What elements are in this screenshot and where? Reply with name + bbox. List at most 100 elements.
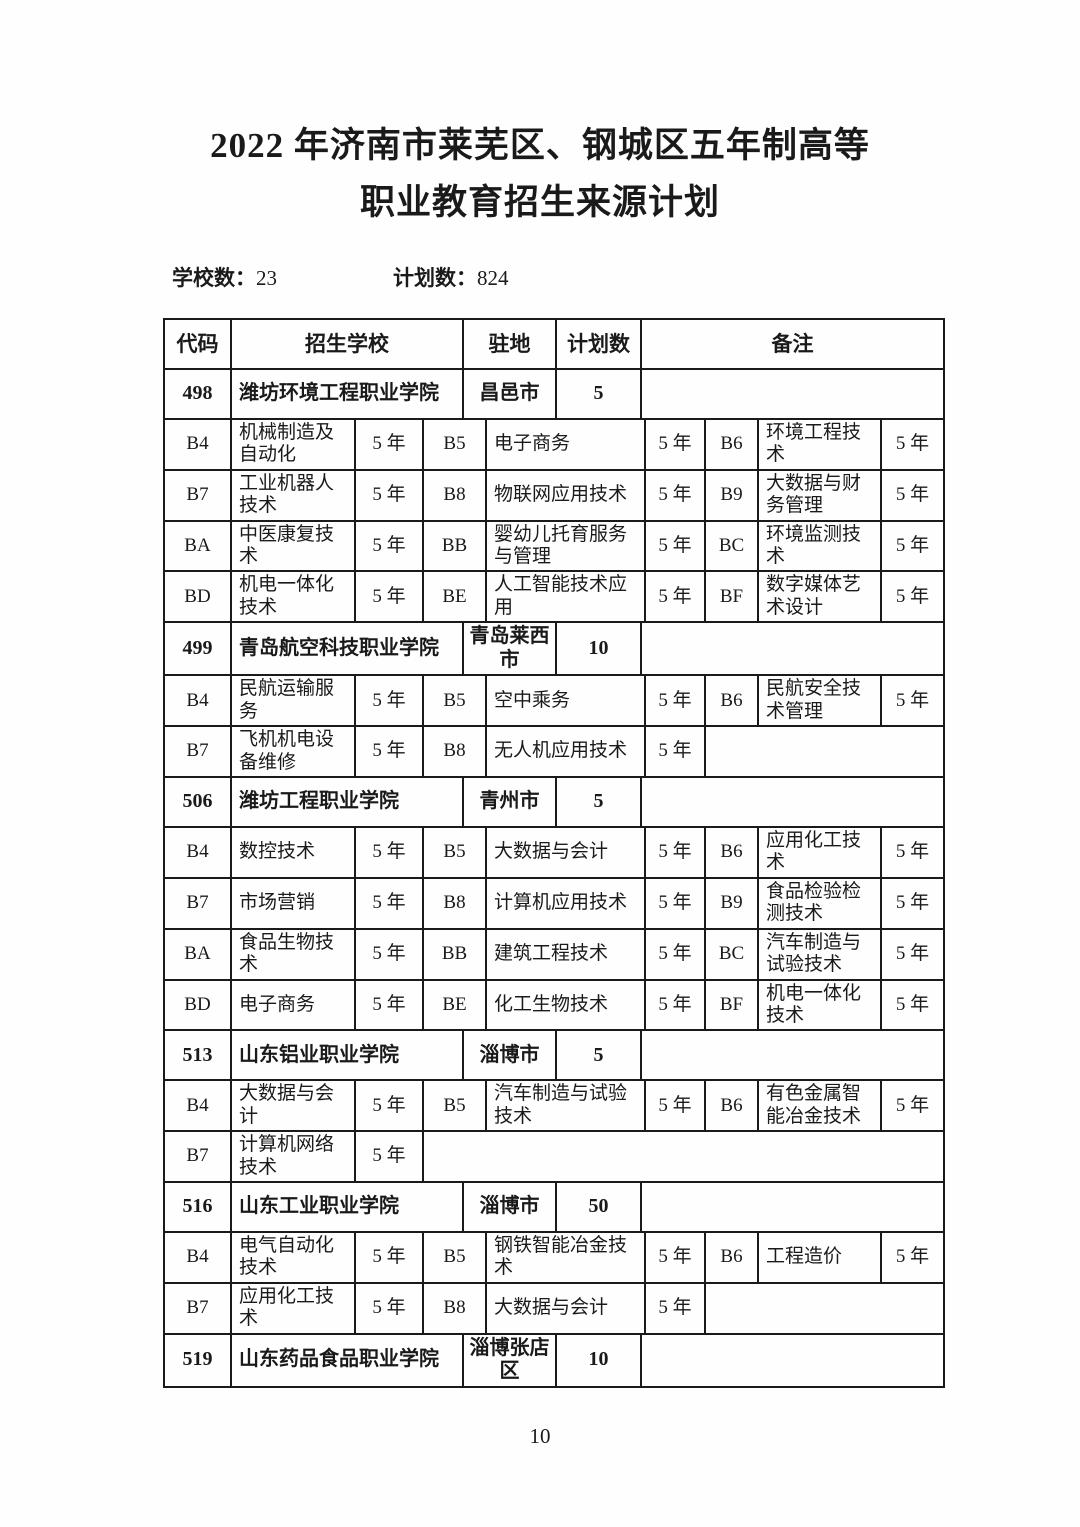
schools-count-label: 学校数： [172,266,256,290]
major-years-cell: 5 年 [644,1232,704,1282]
school-row: 516 山东工业职业学院 淄博市 50 [165,1180,943,1231]
major-code-cell: B7 [186,892,209,914]
summary-row: 学校数：23 计划数：824 [172,266,509,291]
empty-cell [704,1283,943,1333]
major-years-cell: 5 年 [880,470,943,520]
school-name-cell: 潍坊工程职业学院 [230,778,462,827]
major-row: B7 工业机器人技术 5 年 B8 物联网应用技术 5 年 B9 大数据与财务管理 5 年 [165,468,943,520]
major-code-cell: B8 [422,1283,485,1333]
school-name-cell: 潍坊环境工程职业学院 [230,370,462,418]
major-name-cell: 钢铁智能冶金技术 [485,1232,644,1282]
major-years-cell: 5 年 [644,470,704,520]
school-name-cell: 山东铝业职业学院 [230,1031,462,1080]
major-code-cell: B6 [704,1232,757,1282]
major-code-cell: B5 [422,828,485,877]
major-name-cell: 有色金属智能冶金技术 [757,1081,880,1131]
remark-cell [640,1031,943,1080]
major-code-cell: B9 [704,470,757,520]
major-row: B4 机械制造及自动化 5 年 B5 电子商务 5 年 B6 环境工程技术 5 年 [165,418,943,469]
major-row: B7 应用化工技术 5 年 B8 大数据与会计 5 年 [165,1281,943,1333]
major-row: B7 飞机机电设备维修 5 年 B8 无人机应用技术 5 年 [165,725,943,777]
page-title-line1: 2022 年济南市莱芜区、钢城区五年制高等 [210,126,870,165]
major-name-cell: 化工生物技术 [485,980,644,1030]
major-years-cell: 5 年 [354,878,422,928]
major-name-cell: 计算机网络技术 [230,1132,354,1181]
major-code-cell: BA [184,942,211,964]
major-code-cell: BD [184,585,211,607]
column-header: 代码 [176,331,219,356]
major-years-cell: 5 年 [880,1081,943,1131]
major-code-cell: B6 [704,1081,757,1131]
major-name-cell: 食品检验检测技术 [757,878,880,928]
major-name-cell: 汽车制造与试验技术 [757,929,880,979]
major-code-cell: BF [704,572,757,622]
major-code-cell: BE [422,572,485,622]
major-name-cell: 飞机机电设备维修 [230,727,354,777]
major-years-cell: 5 年 [354,1283,422,1333]
remark-cell [640,370,943,418]
location-cell: 昌邑市 [462,370,555,418]
major-row: BA 食品生物技术 5 年 BB 建筑工程技术 5 年 BC 汽车制造与试验技术 5 年 [165,927,943,979]
major-code-cell: BC [704,521,757,571]
major-name-cell: 数控技术 [230,828,354,877]
plan-count-cell: 5 [555,370,640,418]
major-row: B7 计算机网络技术 5 年 [165,1130,943,1181]
major-name-cell: 空中乘务 [485,676,644,726]
major-years-cell: 5 年 [880,1232,943,1282]
major-years-cell: 5 年 [644,980,704,1030]
major-name-cell: 电气自动化技术 [230,1232,354,1282]
major-years-cell: 5 年 [644,572,704,622]
major-code-cell: B7 [186,484,209,506]
major-row: B4 数控技术 5 年 B5 大数据与会计 5 年 B6 应用化工技术 5 年 [165,826,943,877]
major-years-cell: 5 年 [644,420,704,469]
major-name-cell: 机电一体化技术 [757,980,880,1030]
major-code-cell: B5 [422,1081,485,1131]
school-row: 498 潍坊环境工程职业学院 昌邑市 5 [165,368,943,418]
major-code-cell: BA [184,534,211,556]
major-code-cell: B5 [422,676,485,726]
school-code-cell: 516 [182,1195,213,1218]
major-years-cell: 5 年 [354,572,422,622]
major-code-cell: B4 [186,1094,209,1116]
major-name-cell: 大数据与会计 [485,1283,644,1333]
major-name-cell: 建筑工程技术 [485,929,644,979]
major-name-cell: 民航安全技术管理 [757,676,880,726]
major-code-cell: B6 [704,828,757,877]
major-name-cell: 大数据与财务管理 [757,470,880,520]
major-name-cell: 数字媒体艺术设计 [757,572,880,622]
major-code-cell: BD [184,993,211,1015]
major-years-cell: 5 年 [880,521,943,571]
major-code-cell: B7 [186,740,209,762]
major-row: B7 市场营销 5 年 B8 计算机应用技术 5 年 B9 食品检验检测技术 5 年 [165,876,943,928]
location-cell: 青州市 [462,778,555,827]
school-row: 506 潍坊工程职业学院 青州市 5 [165,776,943,827]
major-name-cell: 环境监测技术 [757,521,880,571]
plan-count-cell: 5 [555,778,640,827]
major-name-cell: 民航运输服务 [230,676,354,726]
school-code-cell: 506 [182,790,213,813]
major-code-cell: B8 [422,727,485,777]
major-name-cell: 电子商务 [485,420,644,469]
school-row: 513 山东铝业职业学院 淄博市 5 [165,1029,943,1080]
schools-count: 学校数：23 [172,266,277,290]
major-years-cell: 5 年 [354,676,422,726]
major-years-cell: 5 年 [880,929,943,979]
major-years-cell: 5 年 [644,929,704,979]
column-header: 招生学校 [230,320,462,368]
page-title-line2: 职业教育招生来源计划 [359,182,720,222]
plan-count-cell: 10 [555,1334,640,1386]
major-row: B4 民航运输服务 5 年 B5 空中乘务 5 年 B6 民航安全技术管理 5 年 [165,674,943,726]
major-code-cell: B4 [186,433,209,455]
major-years-cell: 5 年 [880,980,943,1030]
major-code-cell: B6 [704,420,757,469]
school-code-cell: 519 [182,1348,213,1371]
major-name-cell: 工业机器人技术 [230,470,354,520]
major-code-cell: B4 [186,841,209,863]
major-name-cell: 机电一体化技术 [230,572,354,622]
major-years-cell: 5 年 [354,727,422,777]
plan-count-cell: 10 [555,623,640,675]
major-name-cell: 食品生物技术 [230,929,354,979]
major-name-cell: 无人机应用技术 [485,727,644,777]
remark-cell [640,778,943,827]
